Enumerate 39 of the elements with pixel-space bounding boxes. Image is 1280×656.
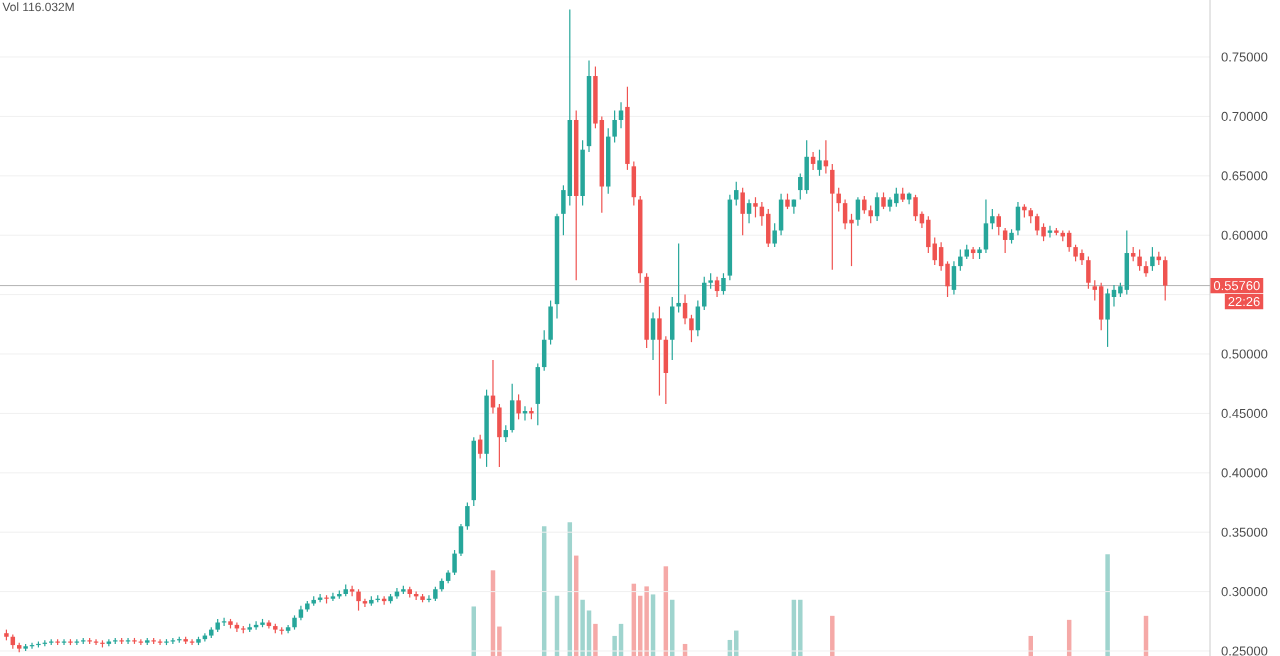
candlestick xyxy=(753,196,758,218)
candlestick xyxy=(1150,246,1155,272)
candlestick xyxy=(894,187,899,208)
candlestick xyxy=(330,592,336,602)
candlestick xyxy=(1105,288,1110,348)
candlestick xyxy=(535,362,541,426)
bar xyxy=(734,630,739,656)
candlestick xyxy=(1137,248,1142,272)
bar xyxy=(593,623,598,656)
candlestick xyxy=(170,637,176,645)
candlestick xyxy=(221,617,227,627)
candlestick xyxy=(618,101,624,129)
candlestick xyxy=(970,246,976,260)
candlestick xyxy=(657,305,662,397)
candlestick xyxy=(996,213,1001,236)
candlestick xyxy=(714,276,720,298)
candlestick xyxy=(1162,256,1168,302)
candlestick xyxy=(1124,229,1130,296)
bar xyxy=(830,615,835,656)
candlestick xyxy=(740,187,745,236)
bar xyxy=(798,599,803,656)
candlestick xyxy=(509,383,515,434)
candlestick xyxy=(1002,227,1008,254)
candlestick xyxy=(913,194,918,222)
candlestick xyxy=(951,260,957,296)
candlestick xyxy=(746,198,752,224)
bar xyxy=(644,586,649,656)
bar xyxy=(580,599,585,656)
candlestick xyxy=(516,393,521,420)
candlestick xyxy=(1047,225,1053,239)
candlestick xyxy=(1098,282,1104,331)
bar xyxy=(1105,554,1110,656)
candlestick xyxy=(804,139,809,195)
candlestick xyxy=(650,311,656,361)
candlestick xyxy=(766,208,771,248)
candlestick xyxy=(817,149,822,177)
candlestick xyxy=(349,585,355,597)
candlestick xyxy=(702,276,707,311)
candlestick xyxy=(356,588,361,612)
